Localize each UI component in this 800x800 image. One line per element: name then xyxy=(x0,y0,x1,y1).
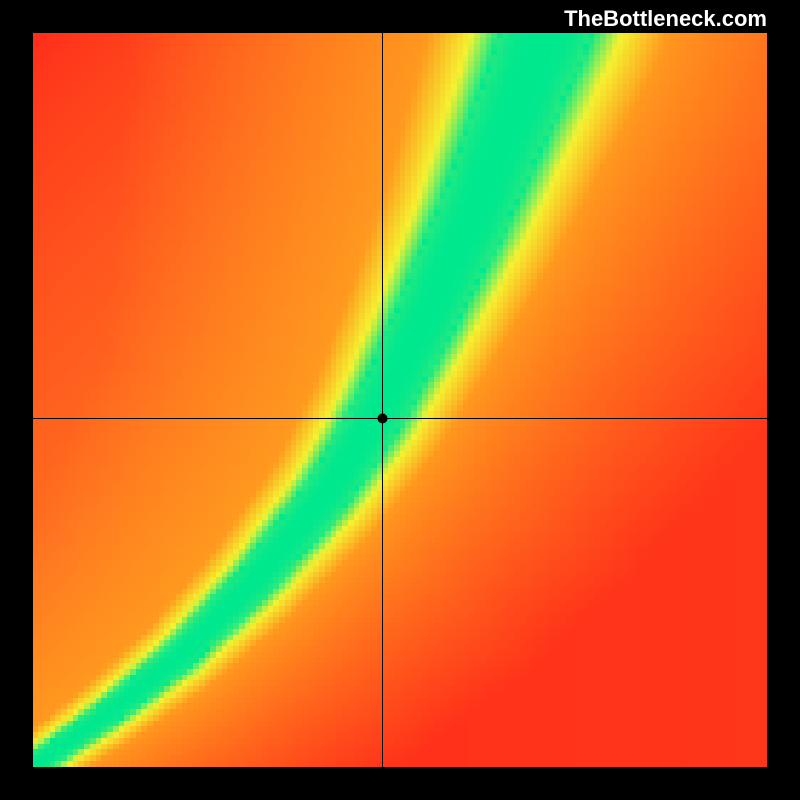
chart-container: TheBottleneck.com xyxy=(0,0,800,800)
bottleneck-heatmap xyxy=(33,33,767,767)
watermark-text: TheBottleneck.com xyxy=(564,6,767,32)
